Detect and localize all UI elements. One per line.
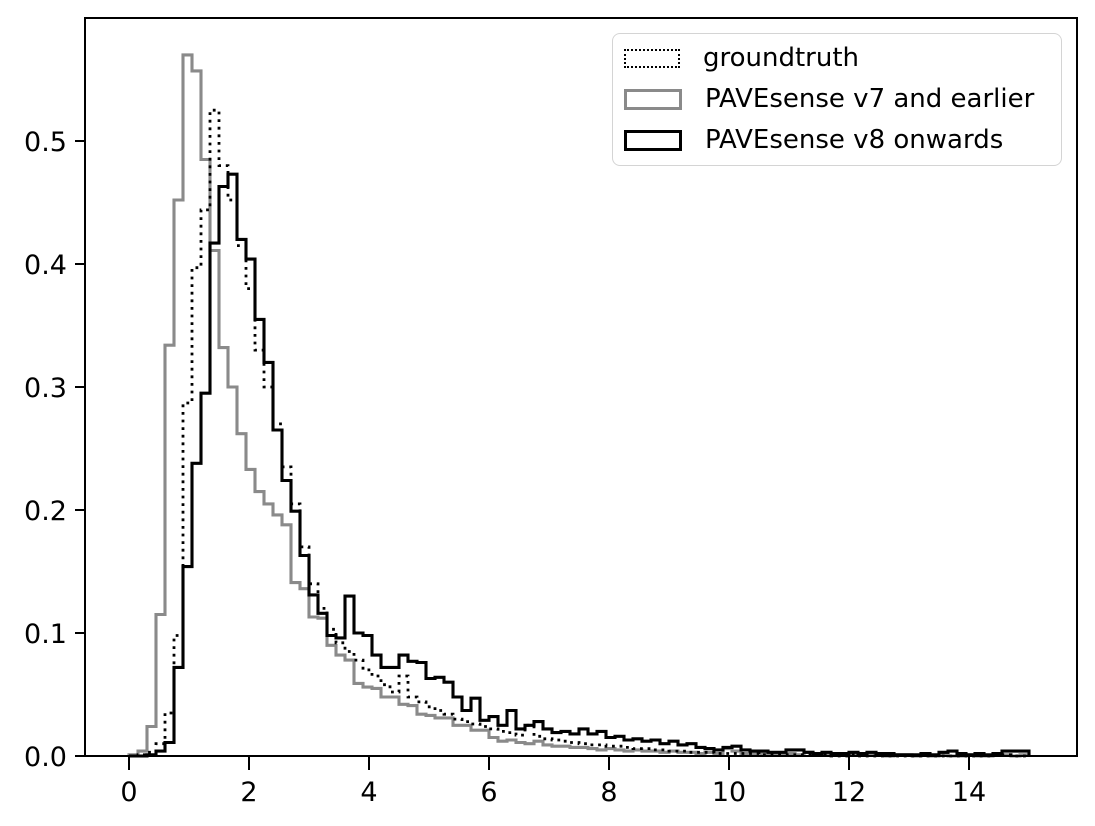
legend-item-v7: PAVEsense v7 and earlier <box>624 85 1051 114</box>
y-tick-label: 0.4 <box>24 250 67 281</box>
legend: groundtruth PAVEsense v7 and earlier PAV… <box>612 33 1062 166</box>
x-tick-label: 14 <box>952 777 986 808</box>
gray-line-swatch-icon <box>624 89 682 110</box>
legend-label-v8: PAVEsense v8 onwards <box>705 125 1004 156</box>
series-line-groundtruth <box>129 108 1029 758</box>
black-line-swatch-icon <box>624 130 682 151</box>
legend-label-v7: PAVEsense v7 and earlier <box>705 84 1035 115</box>
legend-label-groundtruth: groundtruth <box>703 43 860 74</box>
x-tick-label: 8 <box>600 777 617 808</box>
y-tick-label: 0.0 <box>24 742 67 773</box>
y-tick-label: 0.3 <box>24 373 67 404</box>
dotted-line-swatch-icon <box>624 49 680 68</box>
legend-item-groundtruth: groundtruth <box>624 44 1051 73</box>
y-tick-label: 0.5 <box>24 127 67 158</box>
series-line-pavesense-v8-onwards <box>129 172 1031 758</box>
x-tick-label: 4 <box>360 777 377 808</box>
legend-item-v8: PAVEsense v8 onwards <box>624 126 1051 155</box>
x-tick-label: 0 <box>120 777 137 808</box>
y-tick-label: 0.2 <box>24 496 67 527</box>
x-tick-label: 6 <box>480 777 497 808</box>
x-tick-label: 2 <box>240 777 257 808</box>
x-tick-label: 10 <box>712 777 746 808</box>
x-tick-label: 12 <box>832 777 866 808</box>
plot-border <box>84 17 1078 757</box>
y-tick-label: 0.1 <box>24 619 67 650</box>
